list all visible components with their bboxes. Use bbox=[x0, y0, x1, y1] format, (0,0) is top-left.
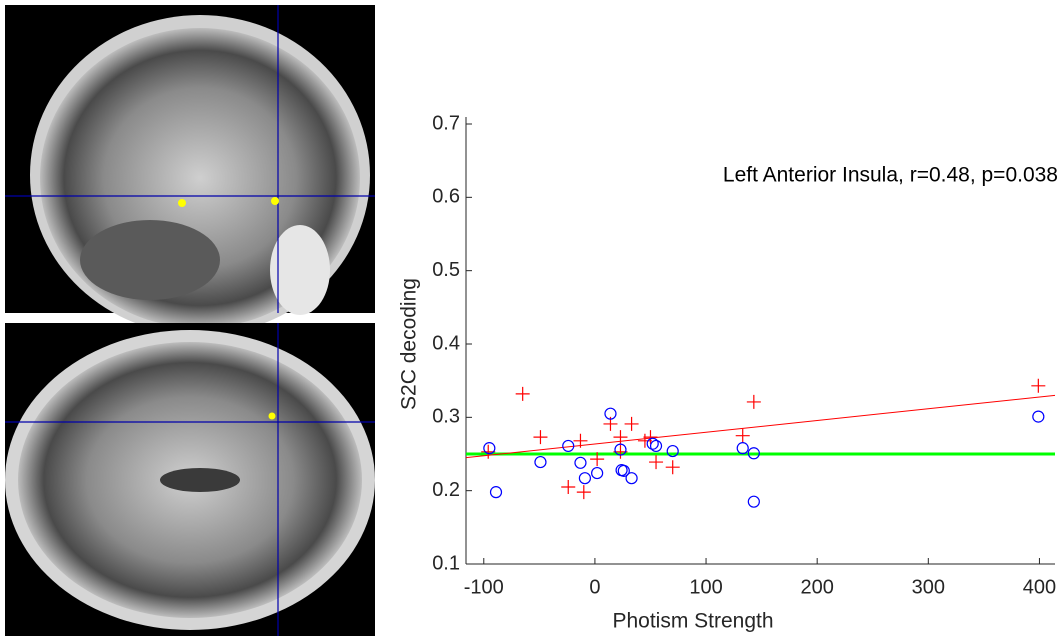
y-axis-label: S2C decoding bbox=[398, 278, 421, 410]
x-tick-label: 200 bbox=[800, 576, 833, 598]
data-point bbox=[516, 387, 530, 401]
data-point bbox=[491, 487, 502, 498]
data-point bbox=[651, 440, 662, 451]
sagittal-image bbox=[5, 5, 375, 335]
y-tick-label: 0.5 bbox=[432, 259, 460, 281]
data-point bbox=[625, 417, 639, 431]
data-point bbox=[737, 443, 748, 454]
page: {"chart_data": { "type": "scatter", "ann… bbox=[0, 0, 1063, 636]
fit-line bbox=[466, 395, 1055, 457]
x-tick-label: -100 bbox=[464, 576, 504, 598]
y-tick-label: 0.3 bbox=[432, 406, 460, 428]
y-tick-label: 0.1 bbox=[432, 552, 460, 574]
data-point bbox=[575, 457, 586, 468]
data-point bbox=[666, 460, 680, 474]
data-point bbox=[533, 430, 547, 444]
data-point bbox=[592, 468, 603, 479]
y-tick-label: 0.6 bbox=[432, 186, 460, 208]
data-point bbox=[563, 440, 574, 451]
x-tick-label: 0 bbox=[589, 576, 600, 598]
y-tick-label: 0.2 bbox=[432, 479, 460, 501]
data-point bbox=[649, 455, 663, 469]
data-point bbox=[638, 434, 652, 448]
figure: Left Anterior Insula, r=0.48, p=0.038 Ph… bbox=[0, 0, 1063, 636]
data-point bbox=[561, 480, 575, 494]
annotation: Left Anterior Insula, r=0.48, p=0.038 bbox=[723, 164, 1058, 187]
data-point bbox=[748, 496, 759, 507]
data-point bbox=[643, 430, 657, 444]
data-point bbox=[747, 395, 761, 409]
data-point bbox=[577, 485, 591, 499]
x-tick-label: 300 bbox=[912, 576, 945, 598]
axial-image bbox=[5, 323, 375, 636]
data-point bbox=[626, 473, 637, 484]
x-tick-label: 100 bbox=[689, 576, 722, 598]
data-point bbox=[1033, 411, 1044, 422]
data-point bbox=[535, 457, 546, 468]
data-point bbox=[1031, 379, 1045, 393]
x-axis-label: Photism Strength bbox=[612, 610, 773, 633]
x-tick-label: 400 bbox=[1023, 576, 1056, 598]
data-point bbox=[579, 473, 590, 484]
y-tick-label: 0.4 bbox=[432, 332, 460, 354]
data-point bbox=[736, 429, 750, 443]
y-tick-label: 0.7 bbox=[432, 112, 460, 134]
